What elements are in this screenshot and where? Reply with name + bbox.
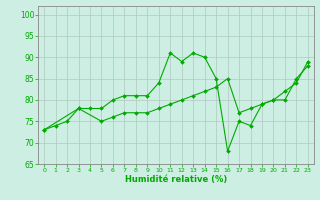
X-axis label: Humidité relative (%): Humidité relative (%) (125, 175, 227, 184)
